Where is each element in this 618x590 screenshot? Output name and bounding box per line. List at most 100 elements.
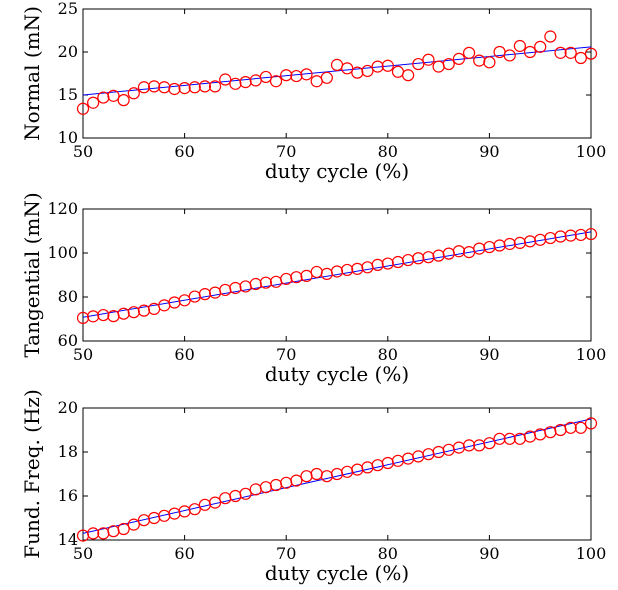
data-point [534,40,547,53]
data-point [229,77,242,90]
data-point [462,46,476,59]
y-tick-label: 18 [58,442,78,461]
data-point [381,456,394,470]
y-tick-label: 20 [58,398,78,417]
data-point [178,82,191,95]
data-point [564,46,577,59]
data-point [523,45,537,59]
y-tick-label: 20 [58,42,78,61]
y-axis-label: Normal (mN) [20,6,44,141]
x-tick-label: 80 [378,544,398,563]
x-tick-label: 50 [73,544,93,563]
data-point [87,96,100,109]
data-point [584,417,598,430]
data-point [341,62,354,75]
data-point [402,253,415,267]
data-point [412,252,425,265]
data-point [361,461,374,474]
data-point [300,68,313,81]
data-point [198,80,212,93]
data-point [198,288,212,301]
data-point [127,306,140,319]
data-point [483,56,496,69]
data-point [391,255,405,269]
data-point [432,60,445,73]
data-point [239,487,252,500]
data-point [574,51,587,65]
data-point [259,481,272,494]
data-point [432,249,445,262]
data-point [361,64,374,78]
data-point [117,307,130,320]
data-point [229,489,242,503]
data-point [269,275,283,288]
data-point [259,276,272,289]
data-point [97,91,110,104]
x-tick-label: 60 [174,142,194,161]
data-point [442,57,455,71]
data-point [351,463,364,476]
data-point [584,47,598,60]
data-point [544,30,557,43]
data-point [188,503,201,516]
data-point [117,94,130,107]
data-point [239,75,252,89]
data-point [76,102,90,115]
plot-frame [82,208,592,342]
x-tick-label: 100 [576,345,607,364]
data-point [412,57,425,71]
panel-fundamental-frequency: 50 60 70 80 90 100 14 16 18 20 duty cycle (%) Fund.… [20,389,606,585]
data-point [330,467,344,481]
data-point [259,70,272,84]
data-point [584,227,598,241]
x-tick-label: 90 [479,544,499,563]
data-point [452,245,466,258]
data-point [127,518,140,531]
data-point [483,240,496,254]
data-point [473,54,486,67]
data-point [483,437,496,450]
data-point [503,237,516,251]
data-point [523,235,537,248]
data-point [513,236,526,249]
data-point [544,231,557,245]
data-point [188,290,201,303]
data-point [76,311,90,324]
x-tick-label: 90 [479,345,499,364]
x-tick-label: 100 [576,544,607,563]
data-point [107,525,120,538]
data-point [371,60,384,73]
y-tick-label: 10 [58,128,78,147]
data-point [371,459,384,472]
data-point [97,308,110,322]
x-axis-label: duty cycle (%) [265,561,409,585]
data-point [229,281,242,295]
y-tick-label: 100 [47,243,78,262]
data-point [503,432,516,445]
data-point [462,439,476,452]
x-tick-label: 80 [378,345,398,364]
data-point [554,230,567,243]
y-tick-label: 120 [47,199,78,218]
x-tick-label: 70 [276,345,296,364]
data-point [381,59,394,72]
x-axis-label: duty cycle (%) [265,362,409,386]
x-tick-label: 100 [576,142,607,161]
data-point [168,82,181,96]
y-tick-label: 80 [58,287,78,306]
data-point [371,258,384,271]
data-point [269,478,283,492]
data-point [422,251,435,264]
data-point [249,483,262,496]
data-point [412,450,425,463]
data-point [554,46,567,59]
x-tick-label: 90 [479,142,499,161]
y-tick-label: 16 [58,486,78,505]
data-point [402,452,415,465]
data-point [452,52,466,65]
y-tick-label: 15 [58,85,78,104]
data-point [117,522,130,536]
data-point [442,247,455,260]
data-point [290,69,303,83]
